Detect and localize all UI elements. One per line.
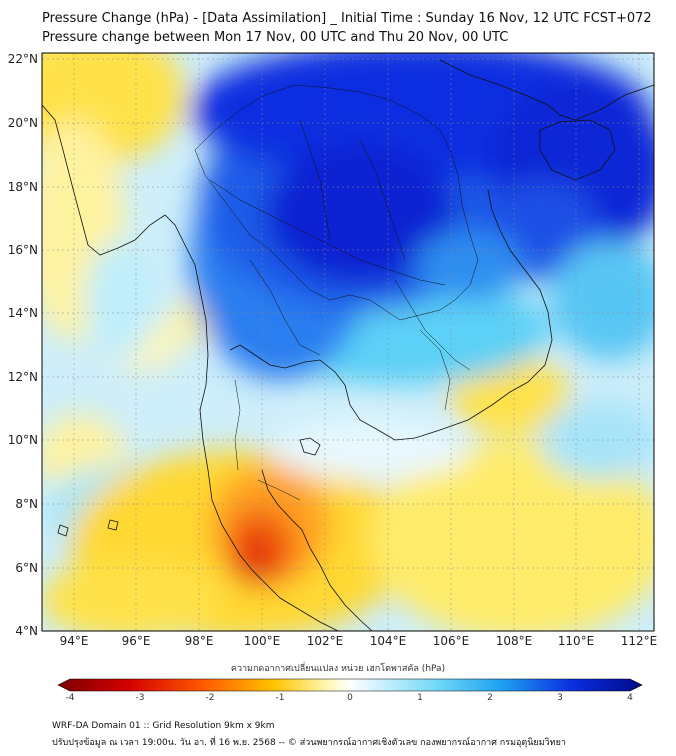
map-frame <box>41 52 655 632</box>
colorbar-tick: -2 <box>206 693 215 700</box>
map-title: Pressure Change (hPa) - [Data Assimilati… <box>42 11 652 26</box>
lat-label: 14°N <box>8 306 38 320</box>
graticule <box>42 53 654 631</box>
colorbar-tick: 0 <box>347 693 353 700</box>
pressure-field <box>42 53 654 631</box>
lat-label: 22°N <box>8 52 38 66</box>
lon-label: 98°E <box>185 634 214 648</box>
colorbar-tick: -1 <box>276 693 285 700</box>
footer-credit: ปรับปรุงข้อมูล ณ เวลา 19:00น. วัน อา. ที… <box>52 738 566 748</box>
pressure-change-map: 22°N 20°N 18°N 16°N 14°N 12°N 10°N 8°N 6… <box>8 52 658 700</box>
colorbar-tick: 4 <box>627 693 633 700</box>
lat-label: 6°N <box>15 561 38 575</box>
lon-label: 102°E <box>307 634 344 648</box>
colorbar-title: ความกดอากาศเปลี่ยนแปลง หน่วย เฮกโตพาสคัล… <box>230 664 446 674</box>
lon-label: 96°E <box>122 634 151 648</box>
colorbar-tick: 2 <box>487 693 493 700</box>
colorbar-tick: -4 <box>66 693 75 700</box>
lat-label: 4°N <box>15 624 38 638</box>
lon-label: 94°E <box>60 634 89 648</box>
footer-model-info: WRF-DA Domain 01 :: Grid Resolution 9km … <box>52 721 275 731</box>
lat-label: 18°N <box>8 180 38 194</box>
colorbar-bar <box>57 678 643 692</box>
lon-label: 106°E <box>433 634 470 648</box>
lon-label: 104°E <box>370 634 407 648</box>
colorbar-tick: 3 <box>557 693 563 700</box>
map-subtitle: Pressure change between Mon 17 Nov, 00 U… <box>42 30 509 45</box>
colorbar: -4 -3 -2 -1 0 1 2 3 4 <box>57 678 643 700</box>
lon-label: 100°E <box>244 634 281 648</box>
lon-label: 108°E <box>496 634 533 648</box>
longitude-axis: 94°E 96°E 98°E 100°E 102°E 104°E 106°E 1… <box>60 634 658 648</box>
lat-label: 10°N <box>8 433 38 447</box>
colorbar-tick: -3 <box>136 693 145 700</box>
lat-label: 8°N <box>15 497 38 511</box>
coastlines <box>42 59 654 631</box>
lat-label: 12°N <box>8 370 38 384</box>
lat-label: 20°N <box>8 116 38 130</box>
colorbar-tick: 1 <box>417 693 423 700</box>
lon-label: 112°E <box>621 634 658 648</box>
lon-label: 110°E <box>558 634 595 648</box>
latitude-axis: 22°N 20°N 18°N 16°N 14°N 12°N 10°N 8°N 6… <box>8 52 38 638</box>
country-borders <box>194 84 479 501</box>
lat-label: 16°N <box>8 243 38 257</box>
